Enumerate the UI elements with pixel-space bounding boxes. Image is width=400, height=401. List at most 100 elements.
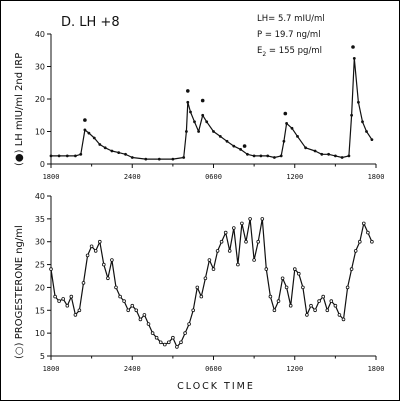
- progesterone-y-tick-label: 25: [35, 261, 45, 270]
- progesterone-data-point: [288, 303, 293, 308]
- lh-data-point: [370, 138, 374, 142]
- lh-data-point: [171, 157, 175, 161]
- lh-data-point: [92, 136, 96, 140]
- lh-data-point: [182, 156, 186, 159]
- lh-data-point: [225, 139, 229, 143]
- panel-title: D. LH +8: [61, 15, 120, 30]
- progesterone-data-point: [260, 217, 265, 221]
- progesterone-data-point: [280, 276, 285, 281]
- lh-panel: 0 10 20 30 40 1800 2400 0600 1200 1800: [35, 30, 385, 181]
- lh-data-point: [103, 146, 107, 150]
- progesterone-data-point: [53, 294, 57, 299]
- progesterone-data-point: [61, 297, 65, 301]
- progesterone-ylabel-marker-open-circle-icon: ○: [14, 346, 25, 355]
- lh-data-point: [285, 122, 288, 125]
- progesterone-data-point: [321, 294, 326, 299]
- lh-data-point: [57, 154, 61, 158]
- lh-x-tick-label: 1800: [368, 173, 385, 181]
- lh-y-tick-label: 10: [35, 128, 45, 137]
- progesterone-data-point: [126, 308, 130, 313]
- progesterone-y-tick-label: 20: [35, 283, 45, 292]
- progesterone-data-point: [138, 317, 143, 322]
- lh-data-point: [201, 113, 205, 117]
- progesterone-data-point: [215, 249, 220, 253]
- lh-data-point: [186, 100, 190, 104]
- stat-progesterone: P = 19.7 ng/ml: [257, 30, 321, 40]
- lh-data-point: [279, 154, 283, 158]
- progesterone-ylabel: (○) PROGESTERONE ng/ml: [14, 225, 25, 359]
- progesterone-data-point: [77, 308, 82, 313]
- progesterone-data-point: [366, 230, 370, 235]
- lh-data-point: [334, 154, 337, 158]
- progesterone-data-point: [361, 221, 366, 226]
- progesterone-data-point: [73, 313, 78, 317]
- lh-data-point: [252, 154, 256, 158]
- lh-data-point: [350, 113, 353, 117]
- lh-y-tick-label: 40: [35, 30, 45, 39]
- lh-data-point: [130, 156, 134, 159]
- lh-data-point: [74, 154, 77, 158]
- progesterone-data-point: [65, 303, 70, 308]
- progesterone-data-point: [309, 303, 313, 308]
- lh-data-point: [65, 154, 69, 158]
- lh-data-point: [304, 146, 307, 150]
- progesterone-data-point: [69, 294, 74, 299]
- progesterone-data-point: [122, 299, 126, 303]
- lh-pulse-marker: [200, 98, 205, 103]
- progesterone-data-point: [264, 267, 269, 271]
- lh-data-point: [320, 152, 324, 156]
- lh-data-point: [197, 130, 201, 133]
- lh-data-point: [347, 154, 351, 158]
- progesterone-data-point: [199, 294, 204, 299]
- lh-data-point: [83, 128, 87, 132]
- lh-data-point: [79, 152, 83, 156]
- progesterone-data-point: [130, 303, 135, 308]
- progesterone-data-point: [305, 313, 309, 317]
- progesterone-data-point: [89, 244, 94, 249]
- progesterone-data-point: [349, 267, 354, 271]
- lh-x-tick-label: 1200: [286, 173, 303, 181]
- progesterone-data-point: [175, 345, 179, 349]
- lh-data-point: [124, 152, 127, 156]
- lh-pulse-marker: [242, 144, 247, 148]
- progesterone-data-point: [232, 226, 236, 230]
- progesterone-data-point: [203, 276, 208, 281]
- x-axis-label: CLOCK TIME: [177, 381, 255, 392]
- stat-e2-prefix: E: [257, 46, 262, 56]
- lh-data-point: [193, 120, 196, 124]
- progesterone-data-point: [146, 322, 151, 326]
- progesterone-data-point: [256, 239, 261, 244]
- progesterone-data-point: [333, 303, 338, 308]
- lh-y-tick-label: 0: [40, 160, 45, 169]
- progesterone-data-point: [102, 262, 106, 267]
- lh-data-point: [189, 110, 192, 114]
- progesterone-ylabel-open-paren: (: [14, 355, 25, 359]
- progesterone-data-point: [114, 285, 118, 290]
- progesterone-data-point: [313, 308, 317, 313]
- progesterone-data-point: [191, 308, 196, 313]
- lh-x-tick-label: 1800: [43, 173, 60, 181]
- lh-ylabel-open-paren: (: [14, 162, 25, 166]
- stat-e2-rest: = 155 pg/ml: [266, 46, 322, 56]
- progesterone-data-point: [98, 239, 102, 244]
- progesterone-x-tick-label: 1200: [286, 365, 303, 373]
- lh-data-point: [157, 157, 161, 161]
- progesterone-data-point: [93, 249, 98, 253]
- lh-x-tick-label: 2400: [124, 173, 141, 181]
- lh-data-point: [246, 152, 249, 156]
- progesterone-y-tick-label: 15: [35, 306, 45, 315]
- lh-data-point: [185, 130, 188, 133]
- lh-data-point: [352, 57, 356, 60]
- progesterone-data-point: [118, 294, 122, 299]
- progesterone-data-point: [106, 276, 110, 281]
- progesterone-y-tick-label: 30: [35, 238, 45, 247]
- lh-data-point: [87, 131, 91, 135]
- progesterone-data-point: [110, 258, 114, 262]
- lh-data-point: [98, 143, 102, 146]
- progesterone-data-point: [341, 317, 346, 322]
- lh-data-point: [205, 120, 209, 124]
- progesterone-data-point: [150, 331, 155, 335]
- progesterone-data-point: [171, 335, 175, 340]
